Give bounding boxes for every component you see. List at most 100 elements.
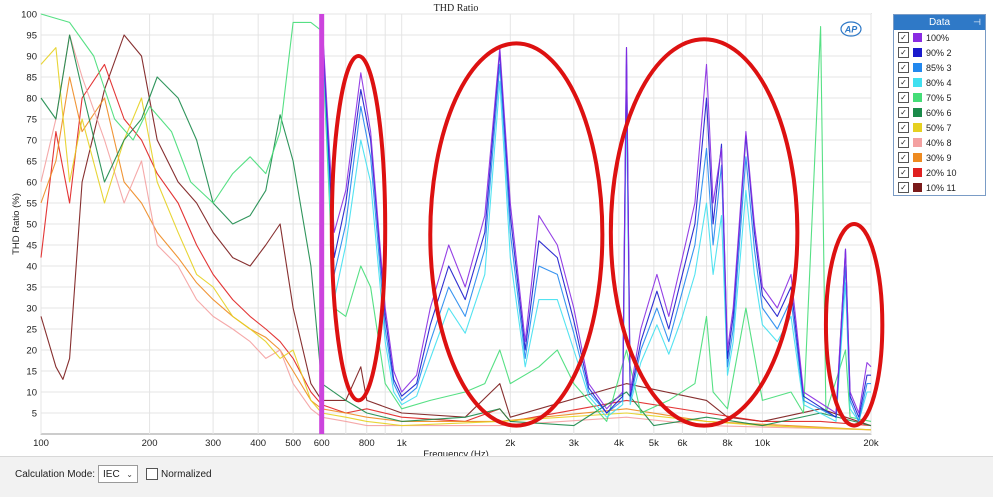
y-tick-label: 15 — [26, 367, 37, 378]
annotation-ellipse — [428, 41, 605, 428]
normalized-label: Normalized — [161, 469, 212, 480]
legend-item[interactable]: ✓ 90% 2 — [894, 45, 985, 60]
legend-item[interactable]: ✓ 40% 8 — [894, 135, 985, 150]
normalized-checkbox[interactable] — [146, 468, 158, 480]
legend-checkbox[interactable]: ✓ — [898, 167, 909, 178]
legend-label: 50% 7 — [926, 122, 952, 133]
legend-swatch — [913, 48, 922, 57]
y-tick-label: 55 — [26, 199, 37, 210]
legend-item[interactable]: ✓ 20% 10 — [894, 165, 985, 180]
x-tick-label: 10k — [755, 438, 771, 449]
y-tick-label: 35 — [26, 283, 37, 294]
chevron-down-icon: ⌄ — [126, 470, 133, 479]
legend-label: 85% 3 — [926, 62, 952, 73]
y-tick-label: 85 — [26, 73, 37, 84]
ap-logo-text: AP — [844, 25, 858, 35]
legend-checkbox[interactable]: ✓ — [898, 152, 909, 163]
y-tick-label: 70 — [26, 136, 37, 147]
legend-item[interactable]: ✓ 60% 6 — [894, 105, 985, 120]
y-tick-label: 20 — [26, 346, 37, 357]
x-tick-label: 300 — [205, 438, 221, 449]
x-tick-label: 2k — [505, 438, 515, 449]
legend-label: 60% 6 — [926, 107, 952, 118]
series-line-11 — [40, 34, 872, 427]
annotation-ellipse — [608, 37, 800, 428]
y-tick-label: 40 — [26, 262, 37, 273]
legend-label: 30% 9 — [926, 152, 952, 163]
y-tick-label: 80 — [26, 94, 37, 105]
series-line-100 — [321, 13, 872, 414]
x-tick-label: 20k — [863, 438, 879, 449]
y-tick-label: 25 — [26, 325, 37, 336]
legend-checkbox[interactable]: ✓ — [898, 137, 909, 148]
legend-label: 10% 11 — [926, 182, 956, 193]
legend-swatch — [913, 93, 922, 102]
legend-checkbox[interactable]: ✓ — [898, 47, 909, 58]
x-tick-label: 200 — [142, 438, 158, 449]
chart-title: THD Ratio — [434, 3, 479, 14]
x-tick-label: 500 — [285, 438, 301, 449]
y-tick-label: 10 — [26, 388, 37, 399]
thd-ratio-chart: 5 10 15 20 25 30 35 40 45 50 55 60 65 70 75 80 85 90 95 100… — [11, 3, 885, 456]
legend-swatch — [913, 168, 922, 177]
legend-item[interactable]: ✓ 50% 7 — [894, 120, 985, 135]
x-tick-label: 4k — [614, 438, 624, 449]
y-tick-label: 5 — [32, 409, 37, 420]
y-tick-label: 30 — [26, 304, 37, 315]
legend-item[interactable]: ✓ 100% — [894, 30, 985, 45]
legend-swatch — [913, 183, 922, 192]
series-line-10 — [40, 63, 872, 427]
y-tick-label: 45 — [26, 241, 37, 252]
legend-checkbox[interactable]: ✓ — [898, 92, 909, 103]
x-tick-label: 600 — [314, 438, 330, 449]
x-tick-label: 6k — [677, 438, 687, 449]
series-group — [40, 13, 872, 431]
ap-logo-ring — [840, 21, 862, 37]
y-tick-label: 50 — [26, 220, 37, 231]
x-tick-label: 5k — [649, 438, 659, 449]
legend-header: Data ⊣ — [894, 15, 985, 30]
legend-label: 80% 4 — [926, 77, 952, 88]
x-tick-label: 3k — [569, 438, 579, 449]
legend-swatch — [913, 138, 922, 147]
pin-icon[interactable]: ⊣ — [973, 17, 981, 27]
legend-item[interactable]: ✓ 10% 11 — [894, 180, 985, 195]
legend-checkbox[interactable]: ✓ — [898, 77, 909, 88]
legend-label: 90% 2 — [926, 47, 952, 58]
y-axis-label: THD Ratio (%) — [11, 193, 22, 255]
legend-checkbox[interactable]: ✓ — [898, 62, 909, 73]
x-tick-label: 1k — [397, 438, 407, 449]
legend-label: 100% — [926, 32, 950, 43]
y-tick-label: 60 — [26, 178, 37, 189]
x-tick-label: 800 — [359, 438, 375, 449]
legend-swatch — [913, 123, 922, 132]
y-tick-label: 100 — [21, 10, 37, 21]
y-tick-label: 95 — [26, 31, 37, 42]
calculation-mode-value: IEC — [103, 469, 120, 480]
legend-checkbox[interactable]: ✓ — [898, 32, 909, 43]
legend-label: 40% 8 — [926, 137, 952, 148]
legend-swatch — [913, 108, 922, 117]
legend-item[interactable]: ✓ 80% 4 — [894, 75, 985, 90]
legend-item[interactable]: ✓ 85% 3 — [894, 60, 985, 75]
legend-item[interactable]: ✓ 30% 9 — [894, 150, 985, 165]
calculation-mode-select[interactable]: IEC ⌄ — [98, 465, 138, 483]
legend-swatch — [913, 153, 922, 162]
legend-swatch — [913, 63, 922, 72]
legend-title: Data — [928, 17, 951, 28]
legend-item[interactable]: ✓ 70% 5 — [894, 90, 985, 105]
x-tick-label: 100 — [33, 438, 49, 449]
legend-swatch — [913, 78, 922, 87]
legend-list: ✓ 100% ✓ 90% 2 ✓ 85% 3 ✓ 80% 4 ✓ 70% 5 ✓ 60% 6 ✓ 50% … — [894, 30, 985, 195]
x-axis-label: Frequency (Hz) — [423, 449, 488, 456]
series-line-7 — [40, 47, 872, 431]
legend-label: 20% 10 — [926, 167, 957, 178]
legend-checkbox[interactable]: ✓ — [898, 182, 909, 193]
legend-checkbox[interactable]: ✓ — [898, 107, 909, 118]
series-line-6 — [40, 34, 872, 427]
x-tick-label: 8k — [722, 438, 732, 449]
legend-checkbox[interactable]: ✓ — [898, 122, 909, 133]
ap-logo: AP — [840, 21, 862, 37]
legend-panel: Data ⊣ ✓ 100% ✓ 90% 2 ✓ 85% 3 ✓ 80% 4 ✓ 70% 5 ✓ 60%… — [893, 14, 986, 196]
